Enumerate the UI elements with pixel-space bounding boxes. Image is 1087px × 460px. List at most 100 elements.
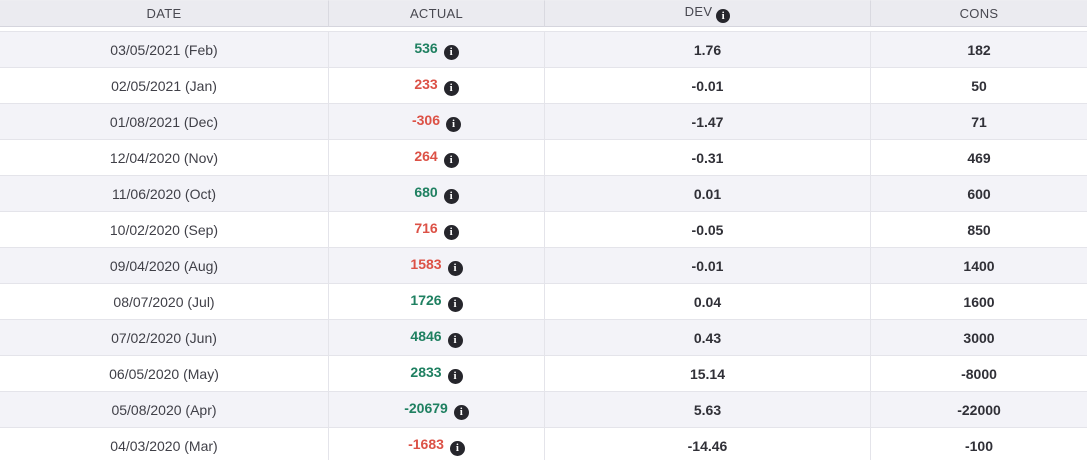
info-icon[interactable]: i [716, 9, 731, 23]
date-text: 03/05/2021 (Feb) [110, 41, 218, 58]
actual-cell: 233 i [329, 67, 545, 103]
dev-value: 5.63 [693, 401, 722, 418]
date-text: 11/06/2020 (Oct) [111, 185, 217, 202]
actual-cell: -306 i [329, 103, 545, 139]
actual-cell: -20679 i [329, 391, 545, 427]
actual-cell: 1583 i [329, 247, 545, 283]
actual-value: 264 [414, 147, 438, 164]
table-row: 10/02/2020 (Sep) 716 i -0.05 850 [0, 211, 1087, 247]
cons-cell: 71 [871, 103, 1087, 139]
date-cell: 06/05/2020 (May) [0, 355, 329, 391]
cons-cell: 182 [871, 31, 1087, 67]
cons-value: 600 [967, 185, 991, 202]
dev-cell: 5.63 [545, 391, 871, 427]
cons-value: -100 [964, 437, 994, 454]
date-cell: 11/06/2020 (Oct) [0, 175, 329, 211]
cons-cell: 469 [871, 139, 1087, 175]
actual-cell: 716 i [329, 211, 545, 247]
table-row: 02/05/2021 (Jan) 233 i -0.01 50 [0, 67, 1087, 103]
cons-value: 3000 [963, 329, 995, 346]
actual-cell: 536 i [329, 31, 545, 67]
dev-value: -0.01 [691, 77, 724, 94]
info-icon[interactable]: i [443, 224, 459, 240]
actual-value: -306 [411, 111, 441, 128]
table-row: 05/08/2020 (Apr) -20679 i 5.63 -22000 [0, 391, 1087, 427]
table-row: 06/05/2020 (May) 2833 i 15.14 -8000 [0, 355, 1087, 391]
info-icon[interactable]: i [447, 368, 463, 384]
date-text: 04/03/2020 (Mar) [110, 437, 218, 454]
date-cell: 05/08/2020 (Apr) [0, 391, 329, 427]
cons-cell: 3000 [871, 319, 1087, 355]
dev-cell: 0.01 [545, 175, 871, 211]
date-cell: 03/05/2021 (Feb) [0, 31, 329, 67]
date-cell: 08/07/2020 (Jul) [0, 283, 329, 319]
date-text: 10/02/2020 (Sep) [109, 221, 219, 238]
actual-cell: 2833 i [329, 355, 545, 391]
date-cell: 12/04/2020 (Nov) [0, 139, 329, 175]
dev-cell: -0.01 [545, 67, 871, 103]
dev-value: 1.76 [693, 41, 722, 58]
date-text: 01/08/2021 (Dec) [109, 113, 219, 130]
dev-cell: -0.01 [545, 247, 871, 283]
dev-value: -0.01 [691, 257, 724, 274]
cons-cell: 1600 [871, 283, 1087, 319]
info-icon[interactable]: i [447, 260, 463, 276]
cons-value: 182 [967, 41, 991, 58]
date-text: 05/08/2020 (Apr) [111, 401, 217, 418]
column-header-label: CONS [959, 6, 999, 21]
dev-value: 0.43 [693, 329, 722, 346]
table-row: 01/08/2021 (Dec) -306 i -1.47 71 [0, 103, 1087, 139]
info-icon[interactable]: i [447, 296, 463, 312]
dev-value: 0.01 [693, 185, 722, 202]
actual-cell: 680 i [329, 175, 545, 211]
column-header-dev: DEV i [545, 0, 871, 27]
actual-value: 1583 [410, 255, 442, 272]
date-cell: 07/02/2020 (Jun) [0, 319, 329, 355]
date-text: 02/05/2021 (Jan) [111, 77, 217, 94]
dev-value: -0.05 [691, 221, 724, 238]
info-icon[interactable]: i [447, 332, 463, 348]
date-cell: 02/05/2021 (Jan) [0, 67, 329, 103]
actual-value: 680 [414, 183, 438, 200]
table-row: 09/04/2020 (Aug) 1583 i -0.01 1400 [0, 247, 1087, 283]
dev-cell: -14.46 [545, 427, 871, 460]
dev-value: -0.31 [691, 149, 724, 166]
dev-cell: 15.14 [545, 355, 871, 391]
cons-cell: 850 [871, 211, 1087, 247]
dev-value: 15.14 [689, 365, 726, 382]
info-icon[interactable]: i [443, 152, 459, 168]
info-icon[interactable]: i [443, 188, 459, 204]
date-cell: 10/02/2020 (Sep) [0, 211, 329, 247]
actual-value: 4846 [410, 327, 442, 344]
cons-value: 50 [971, 77, 987, 94]
table-row: 07/02/2020 (Jun) 4846 i 0.43 3000 [0, 319, 1087, 355]
actual-value: -20679 [404, 399, 448, 416]
dev-cell: 0.43 [545, 319, 871, 355]
info-icon[interactable]: i [449, 440, 465, 456]
column-header-label: DATE [146, 6, 182, 21]
info-icon[interactable]: i [443, 44, 459, 60]
info-icon[interactable]: i [446, 116, 462, 132]
actual-cell: -1683 i [329, 427, 545, 460]
header-row: DATE ACTUAL DEV i CONS [0, 0, 1087, 27]
cons-value: 850 [967, 221, 991, 238]
cons-value: -22000 [957, 401, 1001, 418]
cons-value: 1600 [963, 293, 995, 310]
cons-cell: 1400 [871, 247, 1087, 283]
table-row: 08/07/2020 (Jul) 1726 i 0.04 1600 [0, 283, 1087, 319]
date-text: 07/02/2020 (Jun) [111, 329, 217, 346]
actual-value: 716 [414, 219, 438, 236]
header-gap [0, 27, 1087, 31]
date-text: 09/04/2020 (Aug) [109, 257, 219, 274]
actual-value: 233 [414, 75, 438, 92]
date-text: 08/07/2020 (Jul) [113, 293, 215, 310]
table-body: 03/05/2021 (Feb) 536 i 1.76 182 02/05/202… [0, 27, 1087, 460]
table-row: 03/05/2021 (Feb) 536 i 1.76 182 [0, 31, 1087, 67]
info-icon[interactable]: i [443, 80, 459, 96]
info-icon[interactable]: i [453, 404, 469, 420]
column-header-date: DATE [0, 0, 329, 27]
dev-value: -1.47 [691, 113, 724, 130]
dev-value: -14.46 [687, 437, 728, 454]
cons-cell: 50 [871, 67, 1087, 103]
